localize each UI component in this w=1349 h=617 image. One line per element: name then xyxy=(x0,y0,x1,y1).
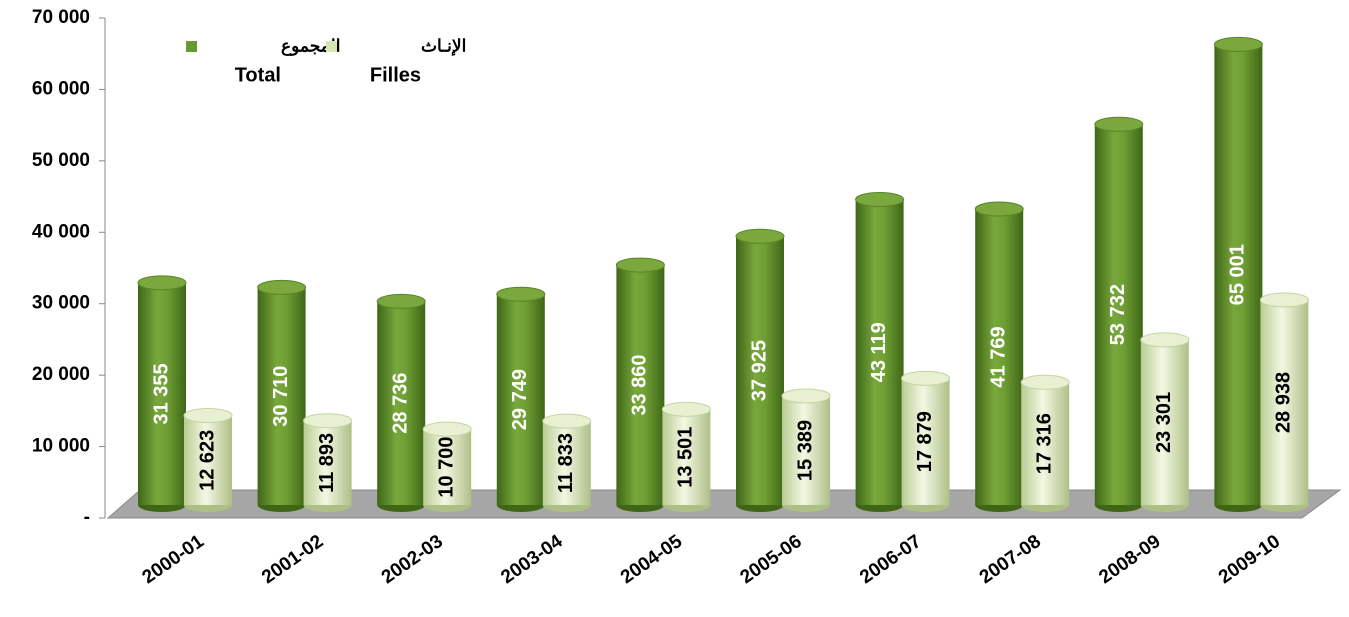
legend-label-ar: الإنـاث xyxy=(421,36,466,56)
x-tick-label: 2006-07 xyxy=(856,531,925,588)
bar-top xyxy=(735,228,785,244)
value-label: 11 893 xyxy=(316,433,338,493)
bar xyxy=(423,429,472,505)
bar-top xyxy=(1259,292,1309,308)
bar xyxy=(138,282,186,505)
value-label: 65 001 xyxy=(1227,244,1249,305)
value-label: 43 119 xyxy=(868,322,890,382)
x-tick-label: 2004-05 xyxy=(617,531,687,588)
y-tick-label: 10 000 xyxy=(32,436,90,457)
value-label: 28 736 xyxy=(389,373,411,434)
bar xyxy=(662,409,711,505)
bar-top xyxy=(496,286,546,302)
y-tick-label: - xyxy=(84,507,90,528)
bar xyxy=(377,301,426,505)
bar-top xyxy=(661,401,711,417)
bar xyxy=(1140,339,1189,505)
bar-top xyxy=(542,413,592,429)
x-tick-label: 2007-08 xyxy=(976,531,1045,588)
x-tick-label: 2001-02 xyxy=(258,531,327,588)
x-tick-label: 2000-01 xyxy=(139,531,209,588)
legend-label: Total xyxy=(235,64,281,86)
y-tick-label: 40 000 xyxy=(32,221,90,242)
bar xyxy=(901,378,950,505)
x-tick-label: 2002-03 xyxy=(378,531,447,588)
legend-swatch xyxy=(326,41,337,52)
bar-top xyxy=(137,275,187,291)
y-tick-label: 20 000 xyxy=(32,364,90,385)
value-label: 53 732 xyxy=(1107,284,1129,345)
bar-top xyxy=(974,201,1024,217)
bar xyxy=(855,199,904,506)
bar xyxy=(184,415,232,505)
y-tick-label: 60 000 xyxy=(32,78,90,99)
bar-top xyxy=(183,408,233,424)
bar-top xyxy=(1020,374,1070,390)
y-tick-label: 70 000 xyxy=(32,7,90,28)
value-label: 12 623 xyxy=(196,430,218,491)
value-label: 23 301 xyxy=(1153,392,1175,453)
x-tick-label: 2008-09 xyxy=(1095,531,1164,588)
value-label: 10 700 xyxy=(435,437,457,498)
bar xyxy=(975,209,1024,505)
bar-top xyxy=(1094,116,1144,132)
y-tick-label: 50 000 xyxy=(32,150,90,171)
bar xyxy=(542,421,591,505)
bar-top xyxy=(1213,36,1263,52)
bar xyxy=(303,420,352,505)
bar xyxy=(1260,299,1309,505)
y-tick-label: 30 000 xyxy=(32,293,90,314)
value-label: 31 355 xyxy=(150,363,172,424)
bar-top xyxy=(855,191,905,207)
legend-swatch xyxy=(186,41,197,52)
bar-top xyxy=(257,279,307,295)
bar xyxy=(616,265,665,505)
bar xyxy=(1021,382,1070,505)
value-label: 17 316 xyxy=(1033,413,1055,474)
bar xyxy=(257,287,306,505)
value-label: 15 389 xyxy=(794,420,816,481)
bar-top xyxy=(422,421,472,437)
value-label: 13 501 xyxy=(675,427,697,488)
value-label: 28 938 xyxy=(1273,372,1295,433)
value-label: 30 710 xyxy=(270,366,292,427)
value-label: 41 769 xyxy=(987,326,1009,387)
legend-label-ar: المجموع xyxy=(281,36,340,56)
value-label: 17 879 xyxy=(914,411,936,472)
value-label: 11 833 xyxy=(555,433,577,493)
x-tick-label: 2009-10 xyxy=(1215,531,1284,588)
bar-top xyxy=(615,257,665,273)
x-tick-label: 2005-06 xyxy=(737,531,806,588)
x-tick-label: 2003-04 xyxy=(497,531,567,588)
bar xyxy=(736,236,784,505)
bar-top xyxy=(376,293,426,309)
bar xyxy=(496,294,545,505)
bar-top xyxy=(1140,332,1190,348)
bar xyxy=(1214,44,1263,506)
value-label: 33 860 xyxy=(629,354,651,415)
legend-label: Filles xyxy=(370,64,421,86)
value-label: 37 925 xyxy=(748,340,770,401)
bar xyxy=(1094,124,1143,506)
bar-top xyxy=(901,370,951,386)
bar xyxy=(782,395,830,505)
bar-top xyxy=(303,413,353,429)
bar-top xyxy=(781,388,831,404)
value-label: 29 749 xyxy=(509,369,531,430)
